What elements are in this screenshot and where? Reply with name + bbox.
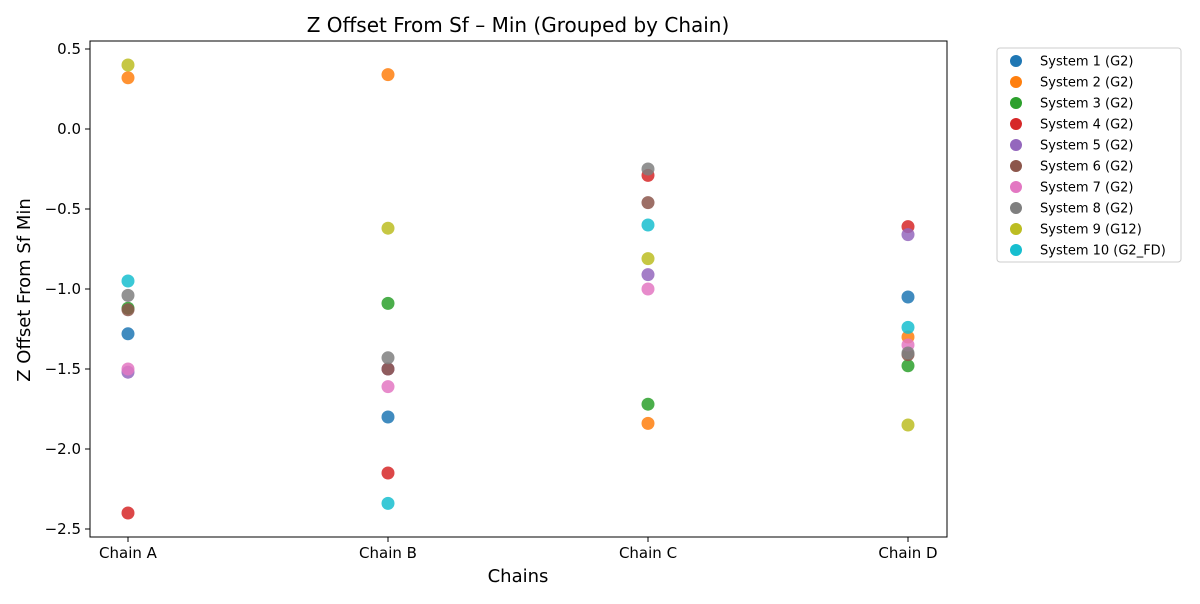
data-point xyxy=(381,221,395,235)
data-point xyxy=(641,282,655,296)
data-point xyxy=(641,252,655,266)
data-point xyxy=(641,416,655,430)
data-point xyxy=(121,506,135,520)
x-tick-label: Chain C xyxy=(619,544,677,562)
y-tick-label: 0.5 xyxy=(57,40,81,58)
y-tick-label: −2.5 xyxy=(45,520,81,538)
data-point xyxy=(121,71,135,85)
legend-marker xyxy=(1010,223,1022,235)
legend-label: System 10 (G2_FD) xyxy=(1040,244,1166,259)
data-point xyxy=(381,410,395,424)
legend-marker xyxy=(1010,139,1022,151)
legend-marker xyxy=(1010,160,1022,172)
data-point xyxy=(381,496,395,510)
legend-label: System 6 (G2) xyxy=(1040,160,1134,175)
data-point xyxy=(641,397,655,411)
data-point xyxy=(121,58,135,72)
data-point xyxy=(381,351,395,365)
y-tick-label: −1.0 xyxy=(45,280,81,298)
plot-area xyxy=(121,58,915,520)
data-point xyxy=(381,380,395,394)
legend-label: System 7 (G2) xyxy=(1040,181,1134,196)
legend-label: System 4 (G2) xyxy=(1040,118,1134,133)
data-point xyxy=(121,288,135,302)
y-tick-label: −1.5 xyxy=(45,360,81,378)
legend-marker xyxy=(1010,55,1022,67)
data-point xyxy=(901,418,915,432)
y-tick-label: −2.0 xyxy=(45,440,81,458)
legend-label: System 1 (G2) xyxy=(1040,55,1134,70)
data-point xyxy=(641,218,655,232)
data-point xyxy=(121,303,135,317)
data-point xyxy=(901,346,915,360)
data-point xyxy=(121,327,135,341)
legend-label: System 3 (G2) xyxy=(1040,97,1134,112)
legend-label: System 9 (G12) xyxy=(1040,223,1142,238)
legend-label: System 5 (G2) xyxy=(1040,139,1134,154)
legend-marker xyxy=(1010,244,1022,256)
y-axis-label: Z Offset From Sf Min xyxy=(14,198,35,382)
legend-marker xyxy=(1010,76,1022,88)
data-point xyxy=(901,228,915,242)
data-point xyxy=(641,196,655,210)
axes: −2.5 −2.0 −1.5 −1.0 −0.5 0.0 0.5 Chain A Chain B… xyxy=(45,40,948,562)
y-tick-label: 0.0 xyxy=(57,120,81,138)
data-point xyxy=(901,290,915,304)
data-point xyxy=(641,162,655,176)
legend-marker xyxy=(1010,97,1022,109)
legend-marker xyxy=(1010,202,1022,214)
data-point xyxy=(121,362,135,376)
data-point xyxy=(381,466,395,480)
x-tick-label: Chain D xyxy=(878,544,937,562)
data-point xyxy=(381,296,395,310)
x-tick-label: Chain B xyxy=(359,544,417,562)
data-point xyxy=(381,362,395,376)
legend-label: System 2 (G2) xyxy=(1040,76,1134,91)
data-point xyxy=(901,320,915,334)
legend: System 1 (G2) System 2 (G2) System 3 (G2) S… xyxy=(996,47,1182,263)
data-point xyxy=(641,268,655,282)
data-point xyxy=(121,274,135,288)
data-point xyxy=(381,68,395,82)
legend-label: System 8 (G2) xyxy=(1040,202,1134,217)
y-tick-label: −0.5 xyxy=(45,200,81,218)
legend-marker xyxy=(1010,181,1022,193)
data-point xyxy=(901,359,915,373)
x-axis-label: Chains xyxy=(488,566,549,587)
legend-marker xyxy=(1010,118,1022,130)
plot-frame xyxy=(89,40,948,538)
x-tick-label: Chain A xyxy=(99,544,158,562)
legend-box xyxy=(996,47,1182,263)
chart-title: Z Offset From Sf – Min (Grouped by Chain… xyxy=(307,13,730,37)
